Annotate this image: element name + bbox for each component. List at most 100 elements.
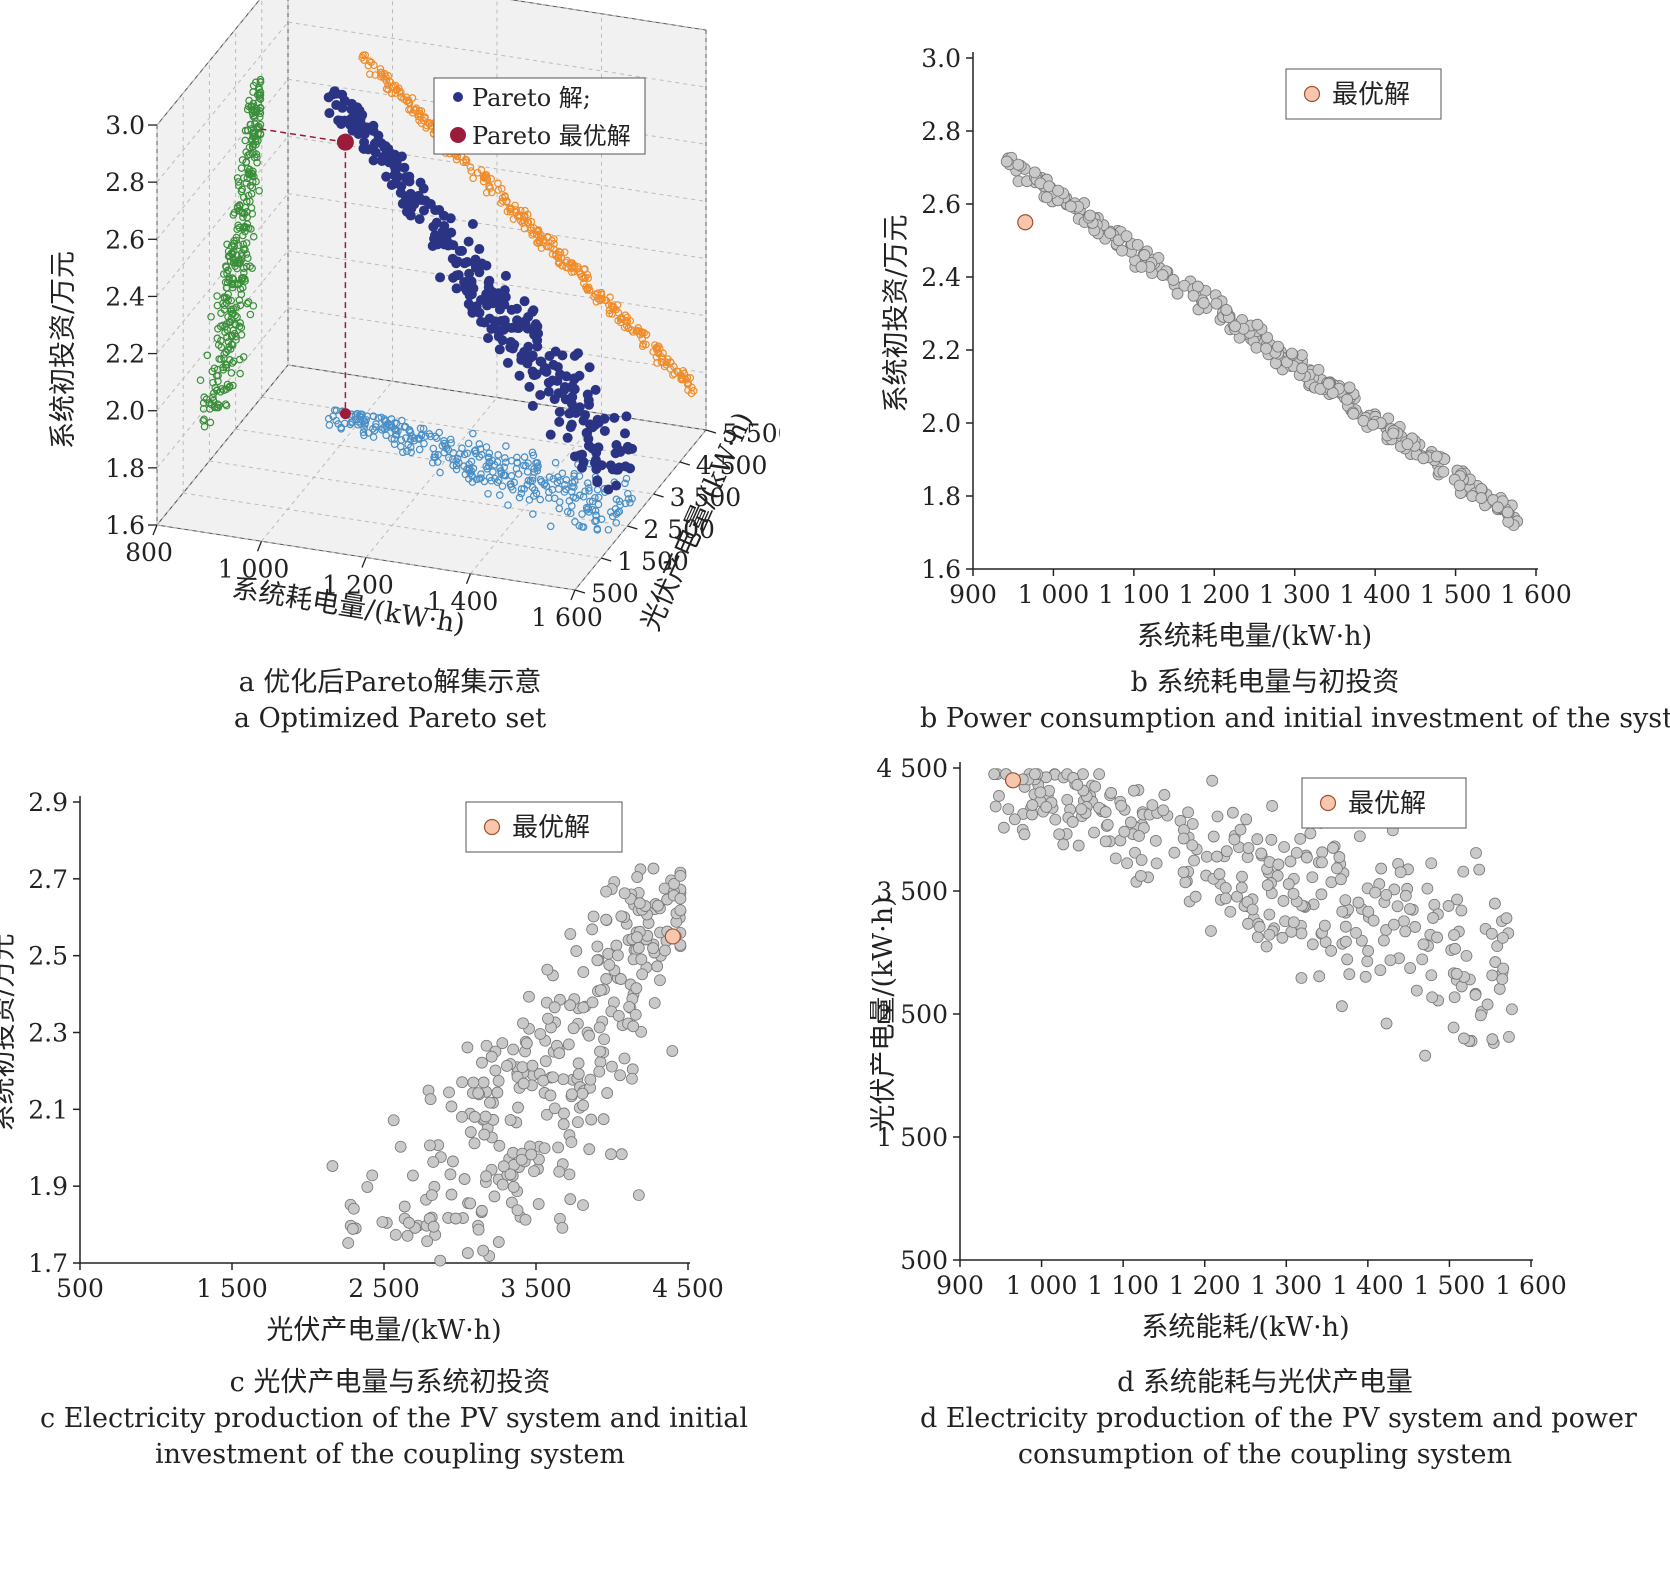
pareto-point bbox=[584, 399, 595, 410]
projection-point-green bbox=[229, 381, 237, 390]
d-point bbox=[1496, 931, 1509, 944]
c-point bbox=[401, 1229, 414, 1242]
pareto-point bbox=[467, 219, 478, 230]
c-point bbox=[626, 1072, 638, 1085]
c-point bbox=[557, 1073, 570, 1086]
d-point bbox=[1399, 889, 1412, 902]
c-point bbox=[485, 1050, 498, 1063]
d-point bbox=[1336, 905, 1349, 918]
grid-line bbox=[156, 21, 289, 183]
projection-point-green bbox=[250, 111, 258, 120]
pareto-point bbox=[554, 406, 565, 417]
c-point bbox=[632, 942, 645, 954]
projection-point-green bbox=[228, 359, 237, 367]
c-point bbox=[424, 1093, 437, 1106]
projection-point-green bbox=[242, 239, 251, 247]
d-point bbox=[1282, 878, 1295, 890]
d-point bbox=[1124, 816, 1137, 829]
projection-point-green bbox=[229, 357, 238, 365]
c-point bbox=[519, 1213, 532, 1226]
projection-point-blue bbox=[470, 447, 479, 455]
d-point bbox=[1118, 825, 1131, 838]
projection-point-green bbox=[249, 232, 258, 241]
d-point bbox=[1157, 804, 1170, 817]
projection-point-green bbox=[236, 301, 245, 310]
d-point bbox=[1053, 828, 1066, 841]
c-point bbox=[648, 997, 661, 1009]
c-point bbox=[632, 1189, 645, 1202]
projection-point-blue bbox=[485, 449, 494, 458]
d-point bbox=[1416, 953, 1429, 966]
projection-point-green bbox=[206, 418, 215, 427]
d-point bbox=[1177, 866, 1190, 879]
c-point bbox=[614, 1069, 626, 1082]
projection-point-orange bbox=[501, 192, 509, 200]
projection-point-orange bbox=[677, 374, 686, 382]
c-point bbox=[517, 1077, 530, 1090]
projection-point-green bbox=[239, 231, 247, 240]
projection-point-green bbox=[200, 415, 208, 424]
d-point bbox=[1313, 970, 1326, 983]
chart-c-scatter: 500 1 500 2 500 3 500 4 500 1.7 1.9 2.1 2.3 2.5 2.… bbox=[0, 788, 724, 1346]
projection-point-blue bbox=[489, 468, 497, 476]
c-points bbox=[326, 862, 687, 1267]
projection-point-green bbox=[249, 88, 257, 96]
c-point bbox=[548, 1001, 561, 1014]
d-point bbox=[1417, 938, 1430, 951]
c-point bbox=[584, 1073, 597, 1086]
projection-point-green bbox=[209, 378, 217, 387]
grid-line bbox=[509, 0, 707, 31]
projection-point-orange bbox=[550, 245, 558, 254]
caption-c-cn: c 光伏产电量与系统初投资 bbox=[229, 1367, 551, 1398]
projection-point-green bbox=[224, 338, 233, 346]
d-point bbox=[1375, 862, 1388, 875]
projection-point-blue bbox=[464, 439, 473, 448]
d-point bbox=[1493, 983, 1506, 995]
c-point bbox=[612, 1009, 625, 1022]
projection-point-green bbox=[235, 181, 243, 190]
d-point bbox=[1404, 962, 1417, 974]
pareto-point bbox=[566, 419, 577, 430]
projection-point-blue bbox=[529, 510, 537, 518]
d-point bbox=[1325, 944, 1337, 957]
d-point bbox=[1057, 838, 1070, 851]
c-point bbox=[444, 1168, 457, 1181]
d-point bbox=[1391, 900, 1404, 913]
projection-point-blue bbox=[520, 484, 529, 493]
c-point bbox=[593, 1021, 606, 1034]
d-point bbox=[1099, 806, 1112, 818]
projection-point-orange bbox=[487, 175, 495, 183]
d-point bbox=[1133, 830, 1145, 842]
c-point bbox=[532, 1198, 545, 1210]
projection-point-blue bbox=[575, 521, 584, 530]
c-optimum-point bbox=[664, 928, 681, 945]
d-point bbox=[1219, 892, 1232, 905]
projection-point-orange bbox=[581, 265, 589, 273]
d-point bbox=[1224, 905, 1237, 918]
d-point bbox=[1127, 784, 1140, 797]
d-point bbox=[1458, 1032, 1470, 1045]
projection-point-green bbox=[253, 153, 261, 161]
d-point bbox=[1485, 927, 1498, 940]
projection-point-blue bbox=[536, 495, 545, 504]
caption-d-cn: d 系统能耗与光伏产电量 bbox=[1117, 1367, 1413, 1398]
c-point bbox=[565, 1088, 578, 1101]
c-point bbox=[507, 1181, 520, 1193]
c-point bbox=[629, 1008, 642, 1021]
c-point bbox=[594, 1045, 606, 1058]
projection-point-green bbox=[240, 222, 249, 231]
caption-d: d 系统能耗与光伏产电量 d Electricity production of… bbox=[920, 1365, 1637, 1473]
c-y-tick-label: 2.9 bbox=[28, 788, 68, 817]
grid-line bbox=[287, 364, 707, 431]
projection-point-green bbox=[221, 361, 230, 369]
projection-point-blue bbox=[396, 442, 405, 451]
c-point bbox=[605, 1148, 617, 1161]
projection-point-orange bbox=[583, 286, 592, 294]
pareto-point bbox=[621, 411, 632, 422]
c-point bbox=[572, 1057, 585, 1070]
d-point bbox=[1315, 888, 1328, 901]
projection-point-blue bbox=[545, 488, 553, 497]
projection-point-orange bbox=[526, 226, 535, 235]
pareto-point bbox=[331, 100, 342, 111]
d-point bbox=[1339, 920, 1352, 933]
